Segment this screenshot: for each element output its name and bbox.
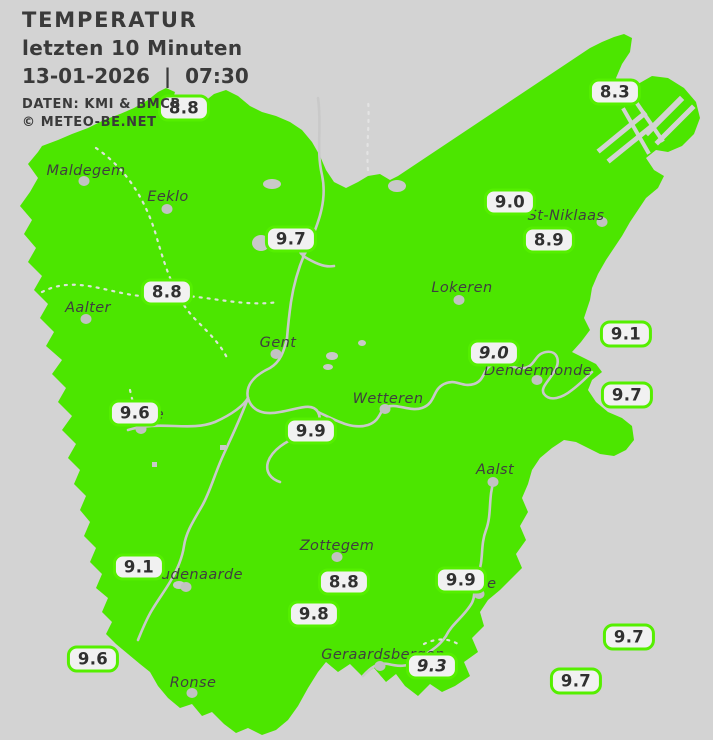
temperature-badge: 8.8 — [140, 278, 194, 306]
city-marker-dot — [487, 477, 499, 487]
city-label: Oudenaarde — [149, 567, 243, 583]
temperature-badge: 9.1 — [599, 320, 653, 348]
city-marker-dot — [135, 424, 147, 434]
canal-branch — [301, 254, 336, 268]
city-marker-dot — [531, 375, 543, 385]
temperature-badge: 8.8 — [157, 94, 211, 122]
temperature-badge: 9.7 — [264, 225, 318, 253]
city-marker-dot — [180, 582, 192, 592]
city-label: St-Niklaas — [527, 208, 605, 224]
temperature-badge: 8.8 — [317, 568, 371, 596]
temperature-badge: 9.3 — [405, 652, 459, 680]
city-label: Dendermonde — [483, 363, 593, 379]
temperature-badge: 9.6 — [66, 645, 120, 673]
date-time: 13-01-2026 | 07:30 — [22, 64, 249, 88]
city-marker-dot — [331, 552, 343, 562]
temperature-badge: 9.7 — [600, 381, 654, 409]
port-dock-lines — [596, 95, 696, 164]
city-marker-dot — [596, 217, 608, 227]
city-label: Lokeren — [431, 280, 493, 296]
temperature-badge: 9.9 — [284, 417, 338, 445]
city-label: Ronse — [169, 675, 217, 691]
temperature-badge: 9.7 — [602, 623, 656, 651]
city-label: Aalst — [475, 462, 515, 478]
city-label: Wetteren — [352, 391, 424, 407]
city-marker-dot — [80, 314, 92, 324]
river-loop-gent — [246, 336, 321, 484]
temperature-badge: 9.1 — [112, 553, 166, 581]
river-dender — [361, 478, 496, 678]
city-marker-dot — [473, 589, 485, 599]
temperature-badge: 9.9 — [434, 566, 488, 594]
city-marker-dot — [453, 295, 465, 305]
temperature-badge: 9.7 — [549, 667, 603, 695]
map-header: TEMPERATUR letzten 10 Minuten 13-01-2026… — [22, 8, 249, 130]
city-label: Gent — [259, 335, 297, 351]
city-label: Eeklo — [147, 189, 189, 205]
page-title: TEMPERATUR — [22, 8, 198, 32]
temperature-badge: 8.9 — [522, 226, 576, 254]
city-marker-dot — [186, 688, 198, 698]
city-marker-dot — [379, 404, 391, 414]
city-marker-dot — [161, 204, 173, 214]
city-label: Maldegem — [46, 163, 126, 179]
temperature-badge: 9.0 — [483, 188, 537, 216]
city-marker-dot — [270, 349, 282, 359]
city-label: Zottegem — [299, 538, 375, 554]
temperature-badge: 9.6 — [108, 399, 162, 427]
border-dotted-lines — [40, 98, 460, 646]
city-label: Aalter — [65, 300, 111, 316]
data-source: DATEN: KMI & BMCB — [22, 97, 181, 112]
subtitle: letzten 10 Minuten — [22, 36, 243, 60]
temperature-badge: 9.0 — [467, 339, 521, 367]
city-marker-dot — [374, 661, 386, 671]
copyright: © METEO-BE.NET — [22, 115, 157, 130]
city-marker-dot — [78, 176, 90, 186]
temperature-badge: 9.8 — [287, 600, 341, 628]
temperature-badge: 8.3 — [588, 78, 642, 106]
river-schelde-south — [136, 396, 250, 642]
